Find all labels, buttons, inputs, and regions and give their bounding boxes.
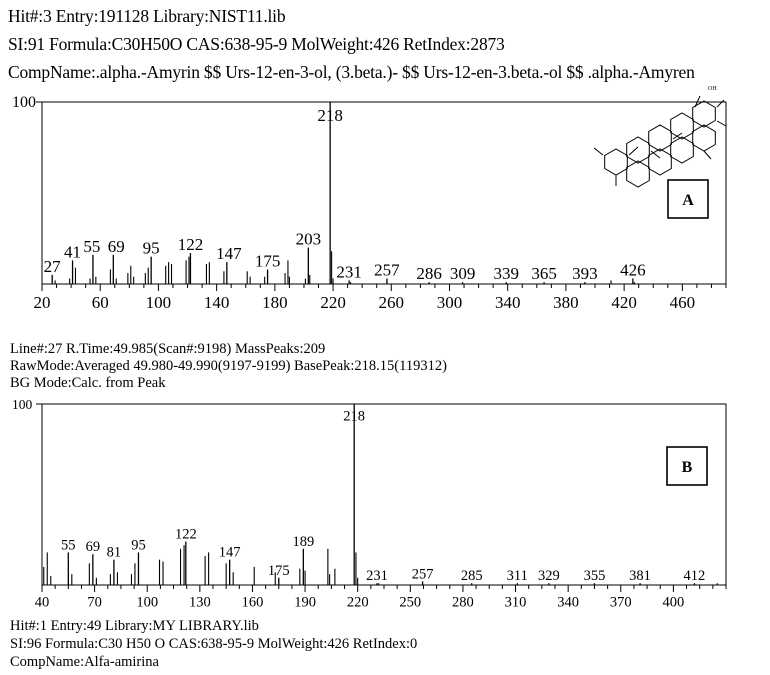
ring (604, 148, 628, 176)
x-tick-label: 380 (553, 293, 579, 312)
top-compname-line: CompName:.alpha.-Amyrin $$ Urs-12-en-3-o… (8, 62, 695, 82)
top-hit-line: Hit#:3 Entry:191128 Library:NIST11.lib (8, 6, 286, 26)
panel-label-box (666, 446, 708, 486)
x-tick-label: 100 (136, 595, 158, 611)
ring (648, 148, 672, 176)
peak-label: 309 (450, 264, 476, 283)
peak-label: 365 (531, 264, 557, 283)
peak-label: 122 (175, 527, 197, 543)
peak-label: 41 (64, 242, 81, 261)
panel-label-B: B (682, 459, 693, 476)
peak-label: 355 (584, 568, 606, 584)
bottom-hit-line: Hit#:1 Entry:49 Library:MY LIBRARY.lib (10, 618, 259, 634)
peak-label: 81 (107, 545, 122, 561)
peak-label: 55 (83, 237, 100, 256)
x-tick-label: 220 (320, 293, 346, 312)
bond (716, 120, 727, 127)
x-tick-label: 140 (204, 293, 230, 312)
peak-label: 69 (108, 237, 125, 256)
peak-label: 95 (143, 239, 160, 258)
bond (628, 146, 639, 156)
hydroxyl-label: OH (708, 86, 717, 92)
mid-bgmode-info: BG Mode:Calc. from Peak (10, 375, 166, 391)
plot-frame-A (41, 101, 727, 285)
bond (650, 150, 661, 159)
x-tick-label: 70 (87, 595, 102, 611)
peak-label: 27 (44, 257, 62, 276)
bond (703, 150, 712, 160)
peak-label: 381 (629, 568, 651, 584)
x-tick-label: 130 (189, 595, 211, 611)
bond (593, 147, 604, 156)
bottom-compname-line: CompName:Alfa-amirina (10, 654, 159, 670)
x-tick-label: 460 (670, 293, 696, 312)
x-tick-label: 340 (557, 595, 579, 611)
x-tick-label: 420 (611, 293, 637, 312)
mid-rawmode-info: RawMode:Averaged 49.980-49.990(9197-9199… (10, 358, 447, 374)
peak-label: 147 (216, 244, 242, 263)
ring (692, 124, 716, 152)
ring (626, 160, 650, 188)
peak-label: 257 (374, 261, 400, 280)
ring (626, 136, 650, 164)
peak-label: 285 (461, 568, 483, 584)
x-tick-label: 100 (146, 293, 172, 312)
x-tick-label: 60 (92, 293, 109, 312)
ring (670, 136, 694, 164)
peak-label: 218 (317, 106, 343, 125)
x-tick-label: 280 (452, 595, 474, 611)
ring (670, 112, 694, 140)
peak-label: 147 (219, 545, 241, 561)
x-tick-label: 190 (294, 595, 316, 611)
peak-label: 203 (296, 230, 322, 249)
x-tick-label: 310 (505, 595, 527, 611)
peak-label: 231 (336, 262, 362, 281)
peak-label: 231 (366, 568, 388, 584)
peak-label: 286 (416, 264, 442, 283)
peak-label: 69 (86, 539, 101, 555)
ring (692, 100, 716, 128)
x-tick-label: 20 (34, 293, 51, 312)
peak-label: 175 (255, 251, 281, 270)
peak-label: 339 (493, 264, 519, 283)
panel-label-A: A (682, 192, 694, 209)
x-tick-label: 260 (379, 293, 405, 312)
x-tick-label: 300 (437, 293, 463, 312)
peak-label: 95 (131, 537, 146, 553)
bond (672, 132, 683, 140)
peak-label: 189 (292, 534, 314, 550)
peak-label: 122 (178, 235, 204, 254)
bottom-formula-line: SI:96 Formula:C30 H50 O CAS:638-95-9 Mol… (10, 636, 418, 652)
y-tick-label: 100 (12, 94, 36, 111)
peak-label: 257 (412, 566, 434, 582)
x-tick-label: 220 (347, 595, 369, 611)
x-tick-label: 340 (495, 293, 521, 312)
y-tick-label: 100 (12, 397, 33, 412)
molecule-structure (593, 95, 727, 188)
x-tick-label: 400 (663, 595, 685, 611)
plot-frame-B (41, 403, 727, 586)
peak-label: 175 (268, 563, 290, 579)
bond (694, 95, 701, 108)
x-tick-label: 180 (262, 293, 288, 312)
peak-label: 426 (620, 261, 646, 280)
peak-label: 393 (572, 264, 598, 283)
peak-label: 329 (538, 568, 560, 584)
peak-label: 412 (684, 568, 706, 584)
x-tick-label: 40 (35, 595, 50, 611)
peak-label: 55 (61, 537, 76, 553)
x-tick-label: 370 (610, 595, 632, 611)
peak-label: 311 (507, 568, 528, 584)
x-tick-label: 250 (399, 595, 421, 611)
mid-line-info: Line#:27 R.Time:49.985(Scan#:9198) MassP… (10, 341, 326, 357)
ring (648, 124, 672, 152)
peak-label: 218 (343, 409, 365, 425)
top-formula-line: SI:91 Formula:C30H50O CAS:638-95-9 MolWe… (8, 34, 505, 54)
bond (716, 99, 725, 108)
panel-label-box (667, 179, 709, 219)
x-tick-label: 160 (242, 595, 264, 611)
